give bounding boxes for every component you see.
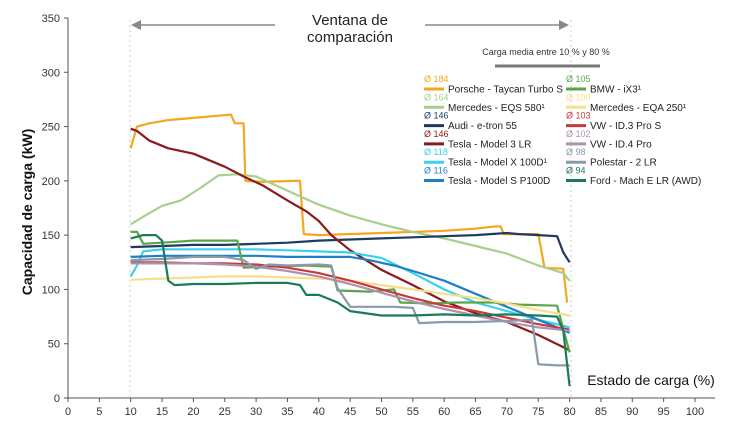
x-tick-label: 65	[469, 406, 481, 418]
x-tick-label: 25	[219, 406, 231, 418]
legend-series-name: BMW - iX3¹	[590, 85, 642, 96]
legend-series-name: Tesla - Model 3 LR	[448, 139, 531, 150]
y-axis-label: Capacidad de carga (kW)	[19, 129, 35, 296]
series-line-5	[129, 248, 570, 329]
legend-avg-value: Ø 105	[566, 74, 591, 84]
series-line-10	[130, 262, 570, 332]
series-line-4	[130, 127, 571, 352]
y-tick-label: 300	[42, 67, 60, 79]
y-tick-label: 200	[42, 176, 60, 188]
y-tick-label: 350	[42, 13, 60, 25]
x-tick-label: 0	[65, 406, 71, 418]
legend-avg-value: Ø 94	[566, 166, 586, 176]
x-tick-label: 35	[281, 406, 293, 418]
x-tick-label: 45	[344, 406, 356, 418]
legend-avg-value: Ø 98	[566, 147, 586, 157]
x-tick-label: 55	[407, 406, 419, 418]
x-tick-label: 10	[125, 406, 137, 418]
series-line-12	[130, 234, 571, 387]
window-arrow-left-head	[131, 20, 141, 30]
legend-series-name: Tesla - Model X 100D¹	[448, 158, 548, 169]
series-line-3	[130, 231, 571, 263]
x-tick-label: 60	[438, 406, 450, 418]
x-tick-label: 90	[626, 406, 638, 418]
x-tick-label: 75	[532, 406, 544, 418]
legend-avg-value: Ø 100	[566, 92, 591, 102]
legend-avg-value: Ø 116	[424, 166, 448, 176]
series-line-11	[130, 255, 570, 367]
legend-series-name: Polestar - 2 LR	[590, 158, 657, 169]
legend-avg-value: Ø 103	[566, 111, 591, 121]
x-tick-label: 15	[156, 406, 168, 418]
x-tick-label: 85	[595, 406, 607, 418]
series-layer	[129, 113, 571, 387]
legend-series-name: Ford - Mach E LR (AWD)	[590, 176, 701, 187]
legend-series-name: Mercedes - EQS 580¹	[448, 103, 545, 114]
legend-series-name: Porsche - Taycan Turbo S	[448, 85, 563, 96]
legend-avg-value: Ø 146	[424, 111, 449, 121]
legend-series-name: Audi - e-tron 55	[448, 121, 517, 132]
avg-note: Carga media entre 10 % y 80 %	[482, 47, 610, 57]
axes-layer: 0 5 10 15 20 25 30 35 40 45 50 55 60 65 70 75 80 85 90 95 10…	[42, 13, 715, 418]
legend-series-name: Mercedes - EQA 250¹	[590, 103, 687, 114]
y-tick-label: 250	[42, 122, 60, 134]
y-tick-label: 0	[54, 393, 60, 405]
legend-avg-value: Ø 118	[424, 147, 448, 157]
series-line-9	[130, 261, 570, 331]
window-label-line2: comparación	[307, 29, 393, 46]
y-tick-label: 100	[42, 284, 60, 296]
x-tick-label: 50	[375, 406, 387, 418]
x-tick-label: 40	[313, 406, 325, 418]
x-tick-label: 70	[501, 406, 513, 418]
x-tick-label: 95	[658, 406, 670, 418]
y-tick-label: 150	[42, 230, 60, 242]
legend-series-name: VW - ID.3 Pro S	[590, 121, 661, 132]
legend-avg-value: Ø 184	[424, 74, 449, 84]
x-tick-label: 100	[686, 406, 704, 418]
x-tick-label: 30	[250, 406, 262, 418]
series-line-2	[130, 173, 571, 282]
legend-series-name: VW - ID.4 Pro	[590, 139, 652, 150]
x-tick-label: 20	[187, 406, 199, 418]
y-tick-label: 50	[48, 339, 60, 351]
legend-avg-value: Ø 146	[424, 129, 449, 139]
x-tick-label: 5	[96, 406, 102, 418]
legend-series-name: Tesla - Model S P100D	[448, 176, 550, 187]
x-tick-label: 80	[563, 406, 575, 418]
window-label-line1: Ventana de	[312, 12, 388, 29]
window-arrow-right-head	[559, 20, 569, 30]
legend-avg-value: Ø 164	[424, 92, 449, 102]
comparison-window: Ventana de comparación Carga media entre…	[129, 12, 610, 398]
legend-avg-value: Ø 102	[566, 129, 591, 139]
x-axis-label: Estado de carga (%)	[587, 372, 715, 388]
